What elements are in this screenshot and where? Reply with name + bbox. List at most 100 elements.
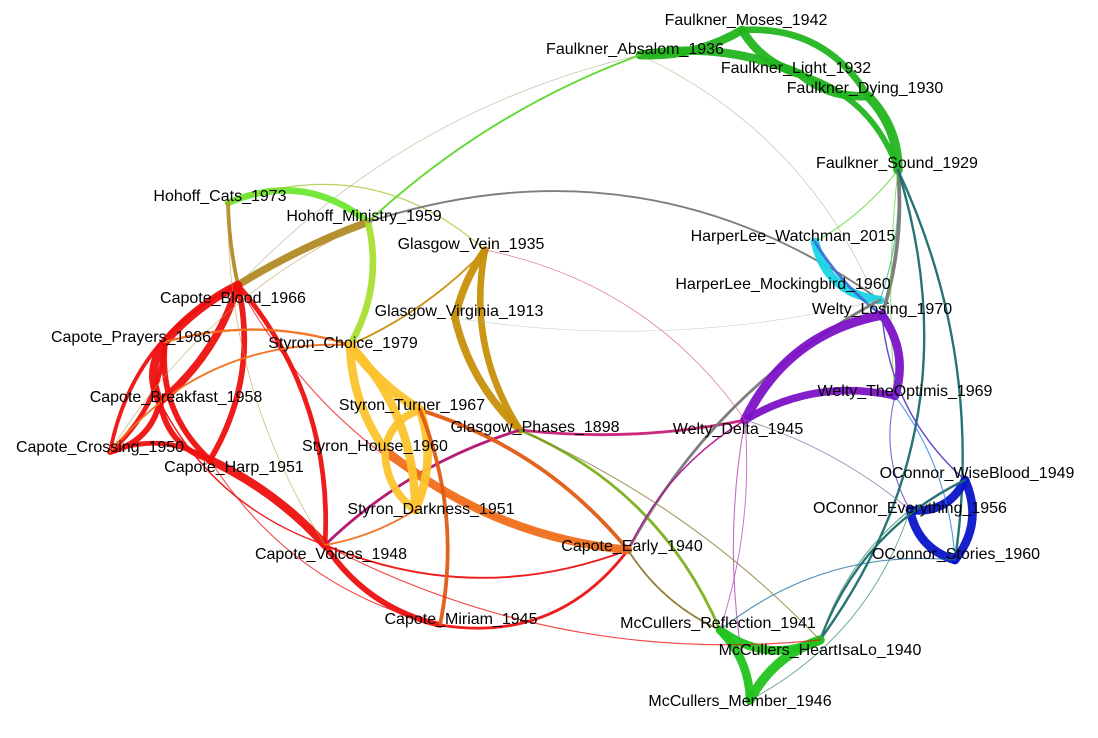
edge-styron_choice-styron_darkness — [345, 340, 420, 515]
node-label-faulkner_dying[interactable]: Faulkner_Dying_1930 — [787, 80, 944, 97]
node-label-faulkner_absalom[interactable]: Faulkner_Absalom_1936 — [546, 41, 724, 58]
node-label-glasgow_virginia[interactable]: Glasgow_Virginia_1913 — [375, 303, 544, 320]
node-label-mccullers_member[interactable]: McCullers_Member_1946 — [648, 693, 831, 710]
edge-capote_prayers-styron_choice — [163, 328, 352, 347]
edge-hohoff_cats-capote_blood — [226, 201, 240, 287]
node-label-oconnor_stories[interactable]: OConnor_Stories_1960 — [872, 546, 1040, 563]
edge-capote_harp-capote_miriam — [209, 459, 441, 626]
edge-faulkner_absalom-hohoff_ministry — [367, 54, 641, 223]
edge-harperlee_watchman-welty_losing — [813, 240, 884, 317]
edge-faulkner_sound-harperlee_watchman — [814, 169, 899, 243]
edge-styron_turner-styron_house — [381, 406, 424, 454]
node-label-capote_miriam[interactable]: Capote_Miriam_1945 — [385, 611, 538, 628]
edge-welty_losing-welty_delta — [740, 310, 887, 425]
edge-capote_voices-mccullers_heartisalo — [324, 544, 821, 646]
edge-styron_darkness-capote_voices — [324, 509, 416, 546]
edge-faulkner_sound-welty_losing — [880, 168, 902, 317]
edge-styron_house-styron_darkness — [381, 446, 419, 514]
edge-faulkner_sound-oconnor_stories — [896, 168, 964, 562]
edge-faulkner_sound-mccullers_heartisalo — [818, 168, 926, 642]
edge-capote_miriam-capote_early — [438, 548, 630, 630]
node-label-hohoff_ministry[interactable]: Hohoff_Ministry_1959 — [286, 208, 441, 225]
node-label-faulkner_moses[interactable]: Faulkner_Moses_1942 — [665, 12, 828, 29]
edge-faulkner_absalom-faulkner_light — [635, 46, 805, 79]
node-label-mccullers_heartisalo[interactable]: McCullers_HeartIsaLo_1940 — [719, 642, 922, 659]
node-label-capote_breakfast[interactable]: Capote_Breakfast_1958 — [90, 389, 263, 406]
edge-faulkner_sound-welty_theoptimis — [890, 169, 899, 397]
edge-capote_prayers-capote_breakfast — [149, 337, 170, 407]
edge-glasgow_virginia-glasgow_phases — [451, 314, 524, 434]
edge-capote_crossing-styron_choice — [109, 343, 351, 453]
edge-hohoff_ministry-styron_choice — [346, 218, 377, 349]
node-label-capote_harp[interactable]: Capote_Harp_1951 — [164, 459, 304, 476]
edge-welty_delta-oconnor_everything — [744, 419, 911, 511]
node-label-faulkner_sound[interactable]: Faulkner_Sound_1929 — [816, 155, 978, 172]
edge-welty_delta-capote_early — [627, 419, 746, 551]
edge-mccullers_heartisalo-oconnor_everything — [819, 509, 911, 641]
edge-capote_early-mccullers_reflection — [627, 549, 721, 631]
edge-faulkner_moses-faulkner_dying — [738, 26, 872, 100]
node-label-faulkner_light[interactable]: Faulkner_Light_1932 — [721, 60, 871, 77]
node-label-styron_choice[interactable]: Styron_Choice_1979 — [268, 335, 418, 352]
node-label-styron_turner[interactable]: Styron_Turner_1967 — [339, 397, 485, 414]
edge-welty_theoptimis-oconnor_stories — [894, 395, 956, 561]
edge-oconnor_stories-mccullers_reflection — [719, 557, 956, 631]
edge-styron_turner-capote_miriam — [418, 408, 450, 627]
edge-oconnor_wiseblood-oconnor_stories — [950, 475, 977, 565]
node-label-glasgow_vein[interactable]: Glasgow_Vein_1935 — [398, 236, 545, 253]
edge-capote_early-styron_turner — [418, 408, 630, 552]
edge-mccullers_heartisalo-glasgow_phases — [519, 429, 821, 641]
edge-hohoff_ministry-capote_blood — [234, 218, 372, 289]
edge-styron_choice-styron_house — [345, 340, 390, 455]
edge-oconnor_everything-oconnor_stories — [905, 505, 960, 565]
edge-mccullers_heartisalo-mccullers_member — [745, 635, 825, 705]
node-label-capote_voices[interactable]: Capote_Voices_1948 — [255, 546, 407, 563]
edge-welty_delta-mccullers_reflection — [719, 419, 748, 631]
edge-capote_breakfast-capote_voices — [159, 401, 326, 546]
edge-hohoff_ministry-capote_crossing — [109, 221, 369, 453]
edge-capote_blood-capote_voices — [235, 282, 329, 548]
edge-welty_delta-welty_theoptimis — [741, 386, 899, 424]
edge-welty_theoptimis-oconnor_everything — [889, 395, 911, 511]
edge-faulkner_absalom-welty_losing — [639, 54, 883, 316]
edge-mccullers_member-oconnor_everything — [749, 509, 911, 701]
node-label-glasgow_phases[interactable]: Glasgow_Phases_1898 — [450, 419, 619, 436]
node-label-welty_losing[interactable]: Welty_Losing_1970 — [812, 301, 952, 318]
labels-layer: Faulkner_Moses_1942 Faulkner_Absalom_1936… — [16, 12, 1075, 710]
edge-hohoff_cats-glasgow_vein — [227, 183, 486, 251]
edge-glasgow_vein-glasgow_phases — [476, 246, 524, 434]
edge-hohoff_cats-capote_voices — [227, 202, 326, 546]
node-label-styron_darkness[interactable]: Styron_Darkness_1951 — [347, 501, 514, 518]
node-label-welty_theoptimis[interactable]: Welty_TheOptimis_1969 — [818, 383, 993, 400]
node-label-hohoff_cats[interactable]: Hohoff_Cats_1973 — [153, 188, 286, 205]
node-label-mccullers_reflection[interactable]: McCullers_Reflection_1941 — [620, 615, 816, 632]
node-label-harperlee_mockingbird[interactable]: HarperLee_Mockingbird_1960 — [675, 276, 890, 293]
edge-capote_voices-capote_early — [324, 544, 629, 579]
edge-capote_prayers-capote_harp — [161, 339, 213, 463]
edge-capote_blood-capote_crossing — [108, 283, 240, 454]
edge-glasgow_vein-styron_choice — [349, 249, 486, 346]
edge-capote_blood-capote_breakfast — [156, 281, 242, 406]
edge-harperlee_watchman-harperlee_mockingbird — [810, 237, 885, 305]
node-label-capote_early[interactable]: Capote_Early_1940 — [561, 538, 703, 555]
node-label-capote_blood[interactable]: Capote_Blood_1966 — [160, 290, 306, 307]
edge-capote_blood-capote_harp — [207, 282, 248, 463]
node-label-oconnor_everything[interactable]: OConnor_Everything_1956 — [813, 500, 1007, 517]
node-label-styron_house[interactable]: Styron_House_1960 — [302, 438, 448, 455]
edge-faulkner_light-faulkner_sound — [797, 71, 901, 173]
node-label-oconnor_wiseblood[interactable]: OConnor_WiseBlood_1949 — [880, 465, 1075, 482]
edge-glasgow_phases-mccullers_reflection — [518, 428, 722, 632]
edge-welty_losing-oconnor_wiseblood — [881, 314, 966, 481]
edge-glasgow_virginia-harperlee_mockingbird — [454, 299, 881, 332]
node-label-harperlee_watchman[interactable]: HarperLee_Watchman_2015 — [691, 228, 896, 245]
node-label-capote_prayers[interactable]: Capote_Prayers_1986 — [51, 329, 211, 346]
node-label-capote_crossing[interactable]: Capote_Crossing_1950 — [16, 439, 184, 456]
edge-faulkner_absalom-capote_blood — [237, 54, 641, 286]
edge-capote_crossing-capote_harp — [107, 440, 213, 463]
edge-oconnor_wiseblood-mccullers_heartisalo — [818, 478, 967, 642]
edge-capote_harp-capote_voices — [205, 455, 330, 550]
node-label-welty_delta[interactable]: Welty_Delta_1945 — [673, 421, 804, 438]
edges-layer — [107, 25, 977, 705]
